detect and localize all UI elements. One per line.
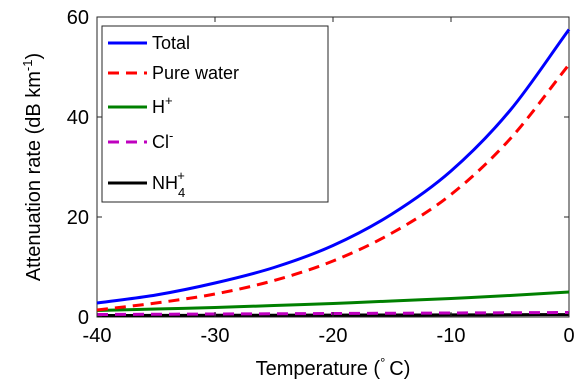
- series-line-pure: [96, 63, 571, 312]
- x-tick-label: 0: [563, 325, 574, 347]
- x-axis-ticks: -40 -30 -20 -10 0: [83, 17, 575, 347]
- x-axis-label: Temperature (° C): [256, 355, 411, 380]
- y-axis-ticks: 0 20 40 60: [67, 7, 569, 329]
- x-tick-label: -30: [201, 325, 230, 347]
- y-tick-label: 20: [67, 207, 89, 229]
- legend-label-pure: Pure water: [152, 63, 239, 83]
- legend-label-total: Total: [152, 33, 190, 53]
- y-tick-label: 0: [78, 307, 89, 329]
- legend: Total Pure water H+ Cl- NH4+: [101, 25, 329, 203]
- y-axis-label: Attenuation rate (dB km-1): [20, 53, 45, 281]
- legend-box: [101, 25, 329, 203]
- series-line-h: [96, 290, 570, 312]
- legend-label-nh4: NH4+: [152, 168, 185, 200]
- legend-label-h: H+: [152, 93, 173, 117]
- x-tick-label: -20: [319, 325, 348, 347]
- series-line-total: [96, 28, 571, 305]
- x-tick-label: -10: [437, 325, 466, 347]
- y-tick-label: 40: [67, 107, 89, 129]
- legend-label-cl: Cl-: [152, 128, 173, 152]
- x-tick-label: -40: [83, 325, 112, 347]
- y-tick-label: 60: [67, 7, 89, 29]
